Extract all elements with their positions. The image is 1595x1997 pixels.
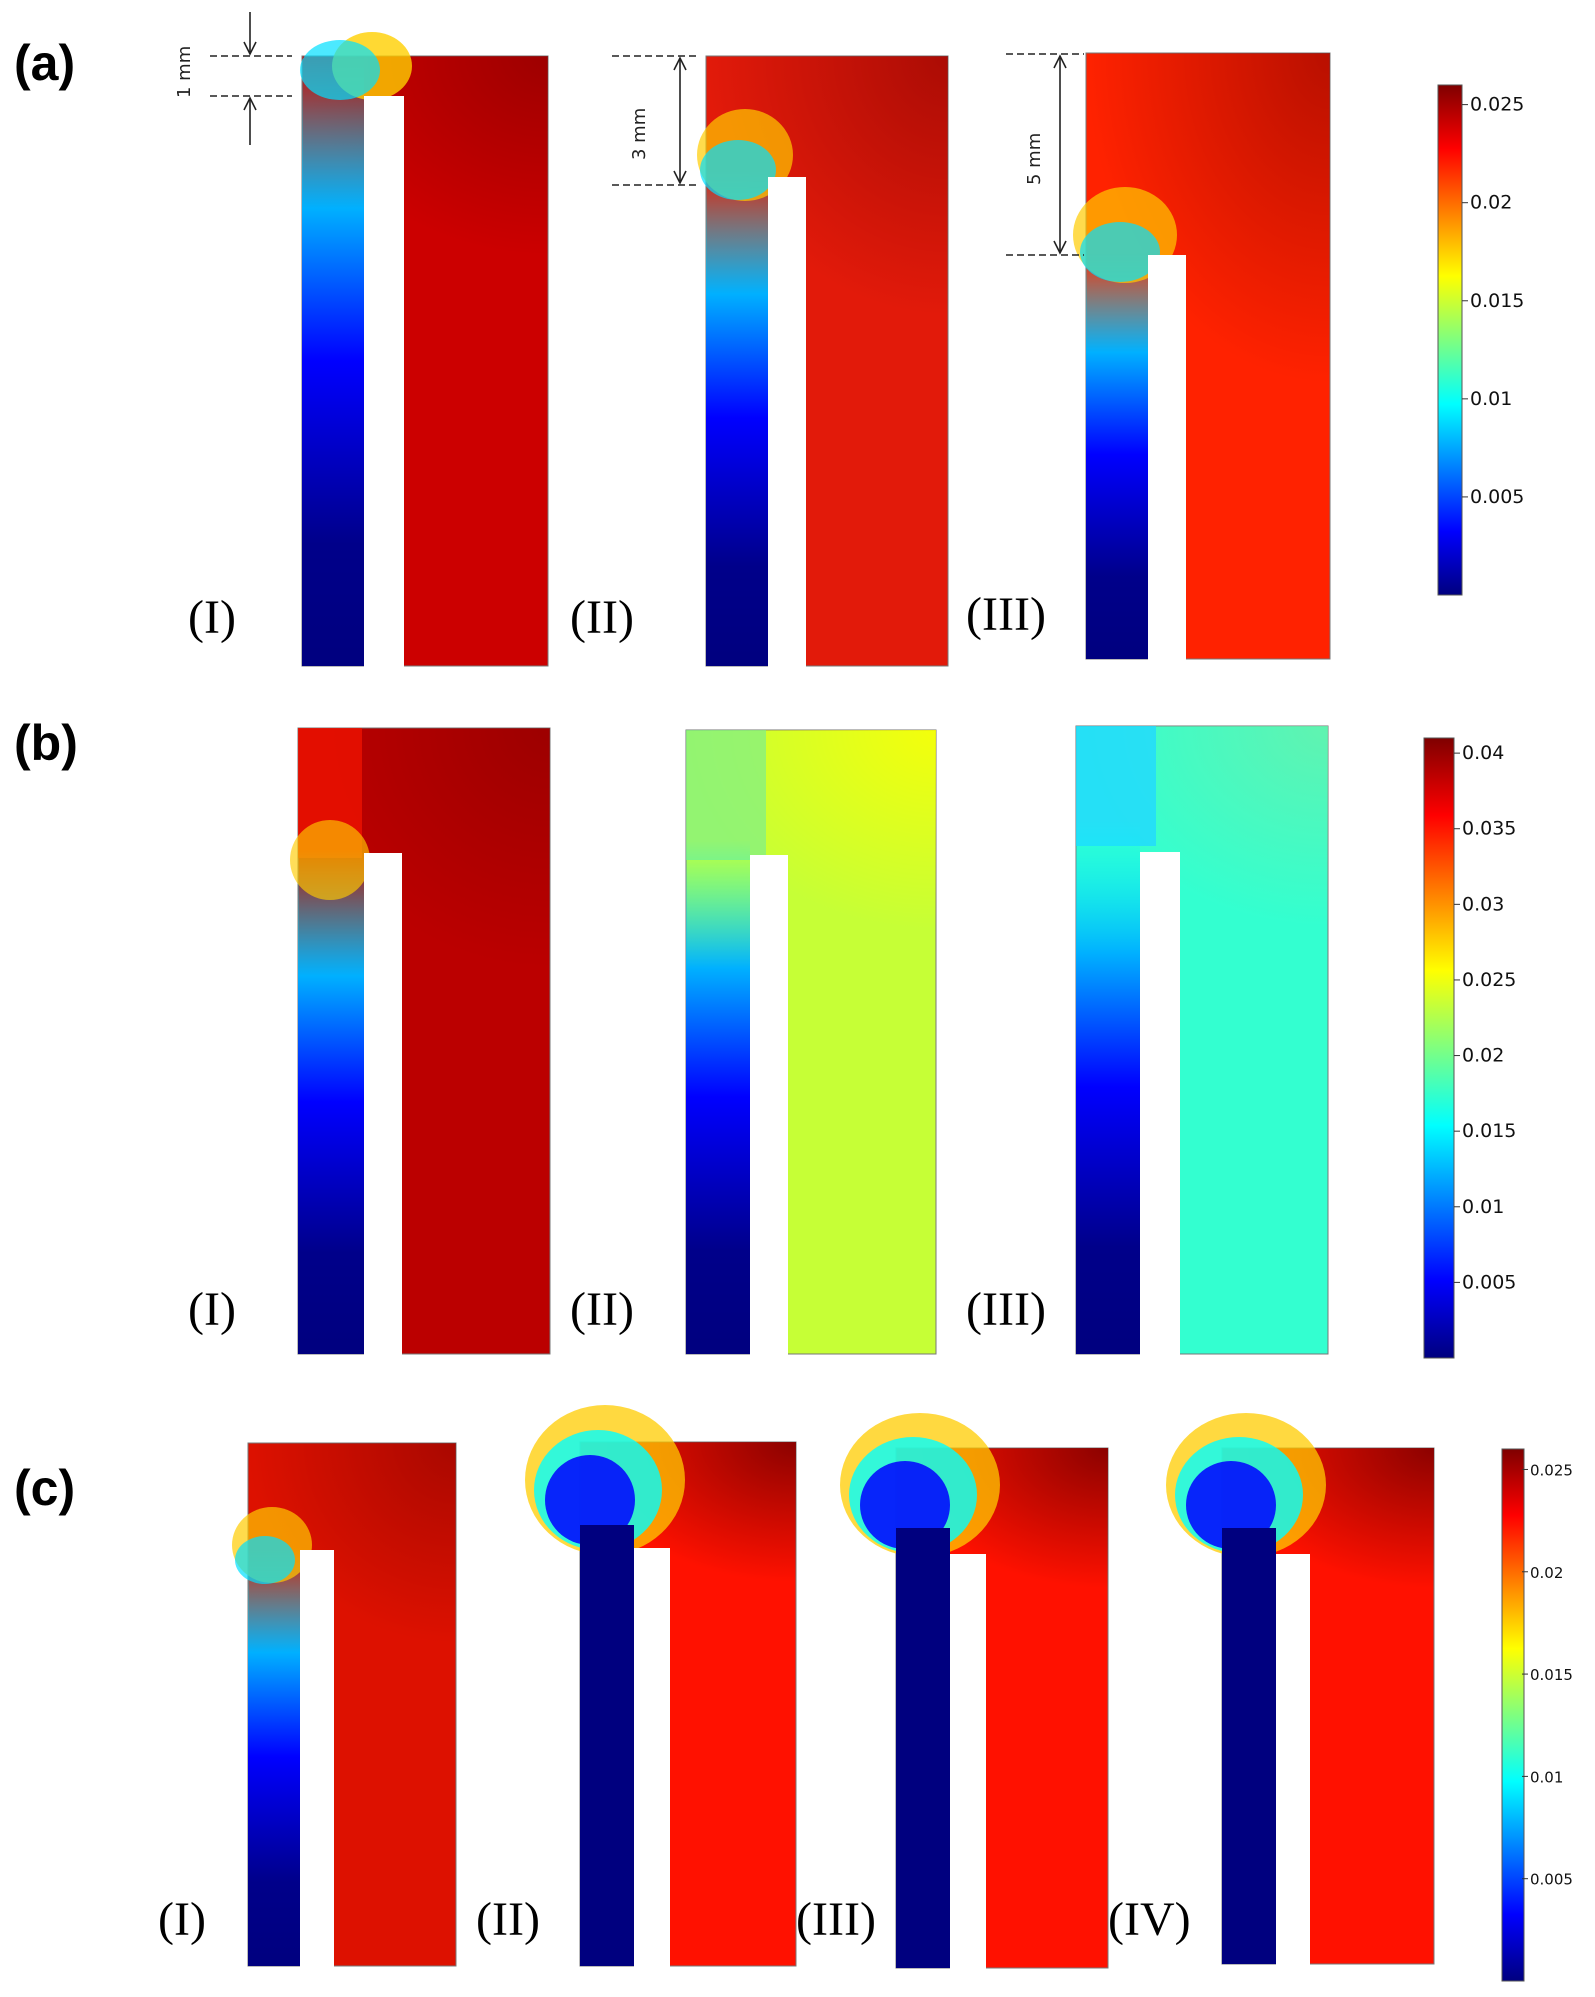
contour-c3 (840, 1413, 1109, 1970)
roman-c1: (I) (158, 1893, 206, 1946)
colorbar-tick-label: 0.02 (1470, 192, 1512, 214)
roman-a1: (I) (188, 591, 236, 644)
colorbar-tick-label: 0.01 (1530, 1768, 1563, 1786)
contour-a1 (300, 32, 549, 668)
contour-a3 (1073, 52, 1331, 661)
dimension-lines (210, 12, 1084, 256)
contour-c2 (525, 1405, 797, 1968)
dimension-1mm: 1 mm (174, 46, 195, 98)
colorbar-tick-label: 0.005 (1462, 1271, 1516, 1293)
roman-a3: (III) (966, 588, 1046, 641)
colorbar-tick-label: 0.035 (1462, 818, 1516, 840)
colorbar-tick-label: 0.015 (1462, 1120, 1516, 1142)
roman-b1: (I) (188, 1283, 236, 1336)
colorbar-tick-label: 0.005 (1470, 486, 1524, 508)
colorbar-tick-label: 0.03 (1462, 893, 1504, 915)
contour-c1 (232, 1442, 457, 1968)
colorbar-tick-label: 0.025 (1530, 1461, 1573, 1479)
colorbar-tick-label: 0.02 (1530, 1564, 1563, 1582)
contour-b2 (685, 729, 937, 1356)
colorbar-tick-label: 0.025 (1470, 94, 1524, 116)
contour-b3 (1075, 725, 1329, 1356)
dimension-3mm: 3 mm (629, 108, 650, 160)
panel-label-c: (c) (14, 1460, 75, 1516)
panel-label-a: (a) (14, 35, 75, 91)
colorbar-tick-label: 0.025 (1462, 969, 1516, 991)
contour-a2 (697, 55, 949, 668)
colorbar-tick-label: 0.015 (1530, 1666, 1573, 1684)
roman-c4: (IV) (1108, 1893, 1191, 1946)
panel-label-b: (b) (14, 715, 78, 771)
colorbar-tick-label: 0.02 (1462, 1045, 1504, 1067)
colorbar-a: 0.025 0.02 0.015 0.01 0.005 (1437, 84, 1524, 596)
colorbar-tick-label: 0.01 (1470, 388, 1512, 410)
colorbar-tick-label: 0.005 (1530, 1871, 1573, 1889)
colorbar-tick-label: 0.04 (1462, 742, 1504, 764)
dimension-5mm: 5 mm (1024, 133, 1045, 185)
contour-b1 (290, 727, 551, 1356)
roman-c3: (III) (796, 1893, 876, 1946)
colorbar-b: 0.04 0.035 0.03 0.025 0.02 0.015 0.01 0.005 (1423, 737, 1516, 1359)
contour-c4 (1166, 1413, 1435, 1966)
panel-a: 1 mm 3 mm 5 mm (I) (II) (III) 0.0250.020… (174, 12, 1524, 668)
roman-c2: (II) (476, 1893, 540, 1946)
colorbar-tick-label: 0.015 (1470, 290, 1524, 312)
roman-a2: (II) (570, 591, 634, 644)
colorbar-c: 0.025 0.02 0.015 0.01 0.005 (1501, 1448, 1573, 1982)
colorbar-tick-label: 0.01 (1462, 1196, 1504, 1218)
roman-b2: (II) (570, 1283, 634, 1336)
roman-b3: (III) (966, 1283, 1046, 1336)
panel-c: (I) (II) (III) (IV) 0.0250.020.0150.010.… (158, 1405, 1573, 1982)
panel-b: (I) (II) (III) 0.040.0350.030.0250.020.0… (188, 725, 1516, 1359)
